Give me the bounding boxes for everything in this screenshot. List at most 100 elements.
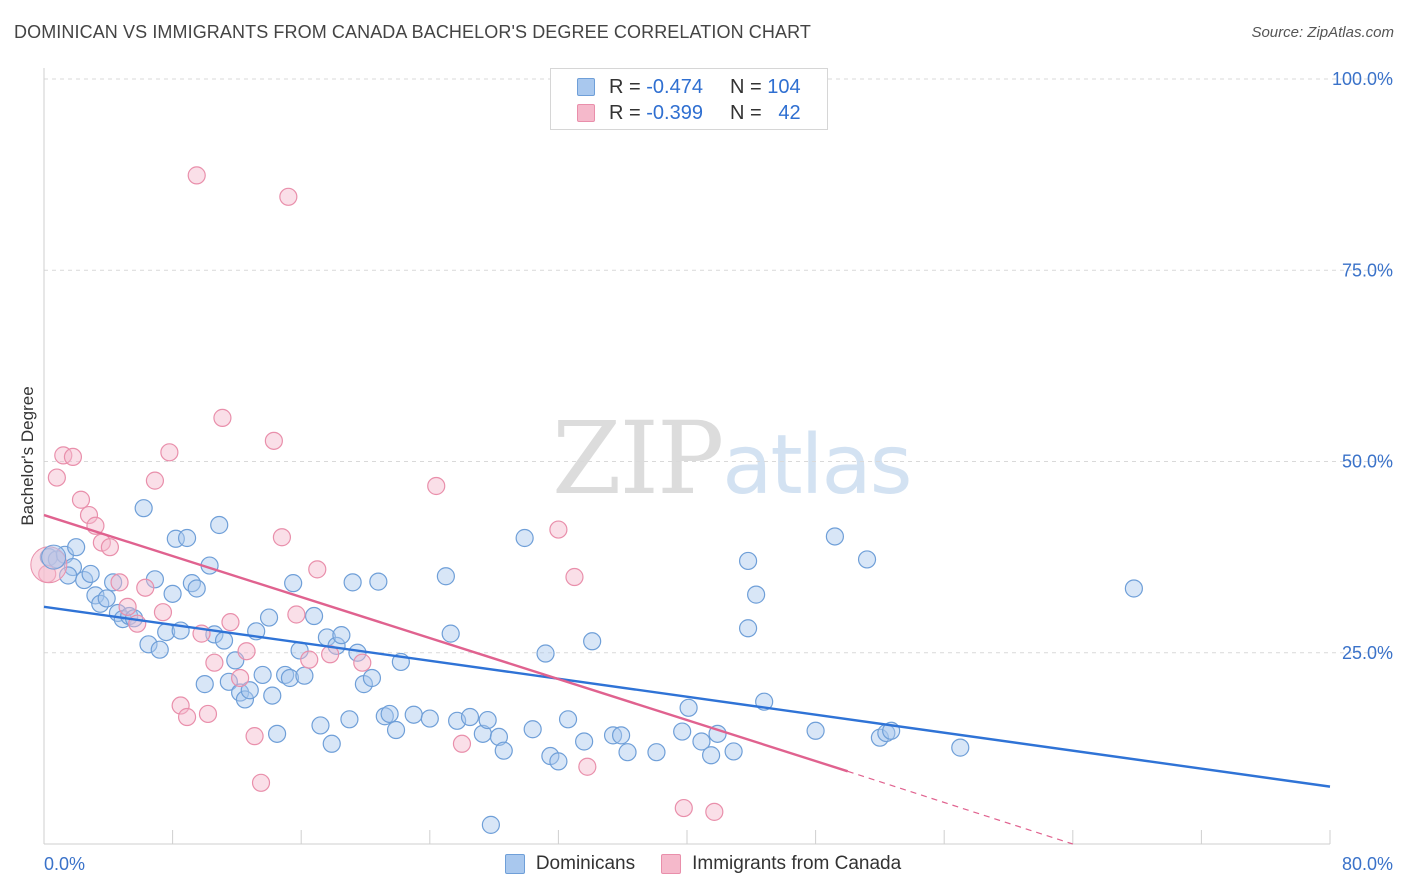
dominicans-point (549, 752, 568, 771)
series-legend: Dominicans Immigrants from Canada (0, 850, 1406, 878)
dominicans-point (536, 644, 555, 663)
canada-point (79, 505, 99, 525)
legend-row-dominicans: R = -0.474 N = 104 (551, 74, 801, 100)
dominicans-point (523, 720, 542, 739)
canada-point (213, 408, 232, 427)
canada-point (705, 802, 724, 821)
dominicans-point (738, 619, 758, 638)
y-tick-label: 50.0% (1342, 452, 1393, 472)
dominicans-point (182, 574, 201, 593)
legend-r: R = -0.399 (609, 102, 724, 125)
dominicans-point (304, 606, 324, 626)
dominicans-point (259, 608, 279, 627)
r-label: R = (609, 75, 641, 98)
canada-point (279, 187, 298, 206)
chart-title: DOMINICAN VS IMMIGRANTS FROM CANADA BACH… (14, 22, 811, 42)
canada-point (578, 757, 597, 776)
dominicans-point (343, 573, 362, 592)
dominicans-point (369, 572, 388, 591)
dominicans-point (240, 681, 259, 700)
dominicans-point (404, 705, 423, 724)
dominicans-point (375, 707, 394, 726)
dominicans-point (692, 732, 711, 751)
dominicans-point (386, 720, 406, 740)
dominicans-point (738, 551, 758, 571)
canada-point (231, 668, 250, 688)
canada-point (221, 613, 240, 632)
dominicans-point (747, 585, 766, 604)
dominicans-point (825, 527, 844, 546)
dominicans-point (195, 675, 214, 694)
dominicans-point (951, 738, 970, 757)
dominicans-point (575, 732, 594, 751)
canada-point (100, 538, 120, 557)
legend-n: N = 104 (730, 76, 801, 99)
canada-point (198, 704, 218, 724)
dominicans-point (583, 632, 602, 651)
dominicans-point (673, 722, 692, 741)
dominicans-point (295, 666, 314, 685)
legend-n: N = 42 (730, 102, 801, 125)
dominicans-point (139, 635, 158, 654)
x-tick-label: 0.0% (44, 854, 85, 874)
canada-point (353, 653, 372, 672)
x-tick-label: 80.0% (1342, 854, 1393, 874)
dominicans-point (86, 586, 105, 605)
dominicans-point (618, 743, 637, 762)
dominicans-point (214, 631, 234, 650)
canada-point (287, 605, 306, 624)
dominicans-point (67, 538, 86, 557)
dominicans-point (558, 710, 578, 729)
correlation-legend: R = -0.474 N = 104 R = -0.399 N = 42 (550, 68, 828, 130)
dominicans-point (340, 710, 359, 729)
canada-point (71, 490, 91, 509)
canada-point (153, 603, 173, 622)
dominicans-point (1124, 579, 1143, 598)
dominicans-point (420, 709, 439, 728)
legend-item-canada[interactable]: Immigrants from Canada (661, 853, 901, 875)
canada-point (245, 727, 264, 746)
r-value: -0.399 (646, 101, 703, 124)
canada-point (272, 528, 292, 547)
canada-point (264, 431, 283, 450)
legend-r: R = -0.474 (609, 76, 724, 99)
dominicans-point (494, 741, 513, 760)
r-value: -0.474 (646, 75, 703, 98)
dominicans-point (81, 564, 100, 584)
dominicans-trend-line (43, 605, 1331, 788)
canada-point (63, 447, 83, 467)
canada-point (128, 614, 147, 633)
legend-swatch-pink (577, 104, 595, 122)
canada-point (300, 650, 319, 669)
canada-trend-line (43, 513, 849, 773)
canada-point (251, 773, 271, 792)
dominicans-point (460, 707, 480, 727)
canada-point (110, 573, 129, 592)
canada-point (205, 653, 224, 672)
dominicans-point (280, 668, 300, 688)
dominicans-point (870, 728, 890, 747)
dominicans-point (611, 726, 631, 745)
canada-point (237, 642, 256, 661)
canada-point (136, 578, 155, 597)
canada-point (145, 471, 165, 490)
dominicans-point (253, 665, 272, 685)
legend-swatch-pink (661, 854, 682, 874)
dominicans-point (489, 727, 509, 747)
dominicans-point (478, 710, 497, 730)
canada-point (565, 567, 584, 587)
dominicans-point (436, 567, 455, 586)
dominicans-point (806, 721, 825, 740)
canada-point (187, 166, 206, 185)
dominicans-point (311, 716, 330, 735)
legend-item-dominicans[interactable]: Dominicans (504, 853, 635, 875)
legend-swatch-blue (504, 854, 525, 874)
dominicans-point (134, 499, 153, 518)
dominicans-point (163, 584, 182, 603)
legend-row-canada: R = -0.399 N = 42 (551, 100, 801, 126)
dominicans-point (332, 626, 351, 645)
dominicans-point (104, 573, 123, 592)
dominicans-point (267, 724, 287, 743)
n-value: 42 (778, 101, 801, 124)
